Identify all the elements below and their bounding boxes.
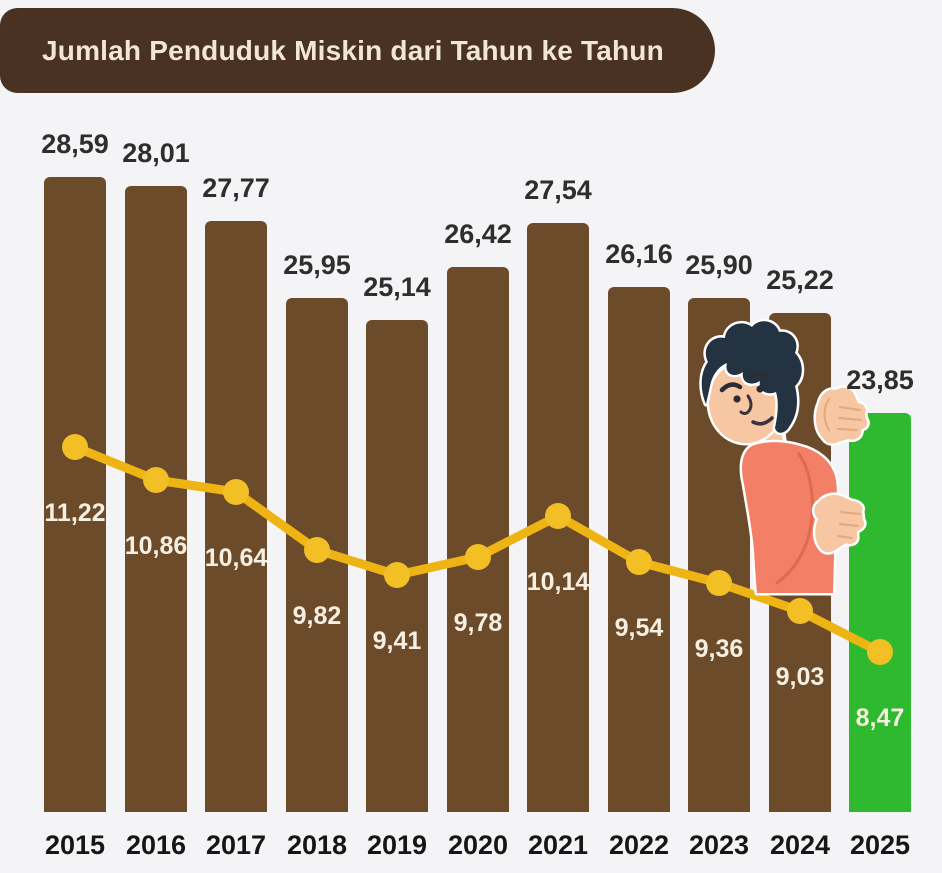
line-marker-2022 xyxy=(626,549,652,575)
line-marker-2020 xyxy=(465,544,491,570)
bar-2016 xyxy=(125,186,187,812)
line-marker-2019 xyxy=(384,562,410,588)
left-eye xyxy=(733,395,741,403)
bar-2020 xyxy=(447,267,509,812)
right-eyebrow xyxy=(747,370,770,380)
line-marker-2016 xyxy=(143,467,169,493)
line-marker-2025 xyxy=(867,639,893,665)
line-marker-2021 xyxy=(545,503,571,529)
bar-2015 xyxy=(44,177,106,812)
upper-hand-finger-lines xyxy=(837,406,862,431)
chart-title: Jumlah Penduduk Miskin dari Tahun ke Tah… xyxy=(42,34,664,66)
left-eyebrow xyxy=(719,382,743,393)
title-banner: Jumlah Penduduk Miskin dari Tahun ke Tah… xyxy=(0,8,715,93)
arm-contour-line xyxy=(775,452,814,585)
line-marker-2023 xyxy=(706,570,732,596)
line-marker-2017 xyxy=(223,479,249,505)
line-marker-2024 xyxy=(787,598,813,624)
line-marker-2018 xyxy=(304,537,330,563)
nose xyxy=(739,394,753,415)
hair-curl-detail xyxy=(739,351,756,364)
person-sweater xyxy=(739,439,840,596)
bar-2025 xyxy=(849,413,911,812)
right-eye xyxy=(756,385,764,393)
line-marker-2015 xyxy=(62,434,88,460)
bar-2017 xyxy=(205,221,267,812)
lower-hand-finger-lines xyxy=(837,511,861,539)
mouth-smile xyxy=(751,416,774,426)
upper-hand-thumb-line xyxy=(823,398,830,431)
